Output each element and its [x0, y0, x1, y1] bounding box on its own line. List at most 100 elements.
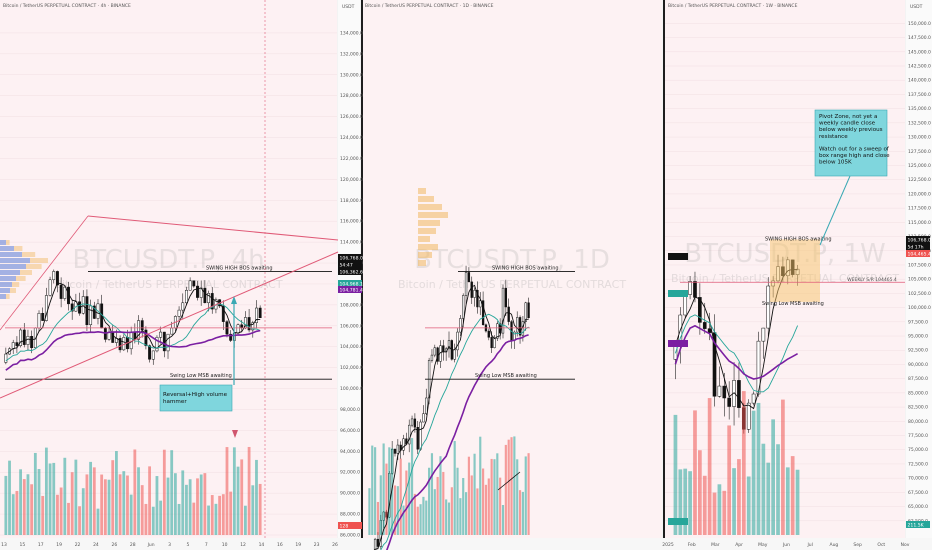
candle[interactable] — [425, 388, 428, 415]
volume-bar — [516, 459, 519, 535]
candle[interactable] — [481, 291, 485, 326]
volume-bar — [59, 487, 63, 535]
candle[interactable] — [473, 287, 476, 307]
candle[interactable] — [479, 292, 482, 316]
price-label-badge[interactable] — [906, 521, 930, 528]
panel-3-price-axis[interactable] — [906, 0, 932, 550]
candle[interactable] — [85, 289, 89, 331]
candle[interactable] — [203, 280, 207, 304]
candle[interactable] — [255, 300, 258, 328]
price-label-badge[interactable] — [338, 522, 362, 529]
candle[interactable] — [210, 287, 214, 314]
candle[interactable] — [751, 391, 756, 406]
pivot-note-box[interactable] — [814, 109, 888, 177]
volume-bar — [737, 459, 741, 535]
candle[interactable] — [527, 297, 530, 319]
candle[interactable] — [683, 293, 688, 319]
candle[interactable] — [30, 330, 34, 354]
candle[interactable] — [159, 326, 163, 344]
candle[interactable] — [148, 344, 152, 363]
candle[interactable] — [177, 306, 181, 322]
candle[interactable] — [408, 419, 411, 453]
candle[interactable] — [433, 344, 436, 358]
trendline-upper[interactable] — [87, 215, 339, 241]
volume-bar — [467, 456, 470, 535]
candle[interactable] — [56, 270, 59, 293]
candle[interactable] — [410, 415, 414, 428]
candle[interactable] — [137, 315, 140, 345]
candle[interactable] — [185, 286, 188, 306]
trendline-left[interactable] — [0, 215, 89, 331]
candle[interactable] — [761, 327, 766, 359]
candle[interactable] — [737, 362, 741, 418]
candle[interactable] — [496, 321, 499, 342]
candle[interactable] — [373, 537, 377, 550]
candle[interactable] — [501, 284, 505, 339]
candle[interactable] — [48, 276, 52, 297]
price-label-badge[interactable] — [338, 261, 362, 268]
candle[interactable] — [81, 290, 85, 315]
candle[interactable] — [393, 448, 397, 457]
panel-divider-2[interactable] — [663, 0, 665, 550]
candle[interactable] — [118, 335, 122, 353]
candle[interactable] — [524, 301, 527, 331]
trendline-lower[interactable] — [0, 251, 339, 399]
candle[interactable] — [258, 305, 262, 319]
candle[interactable] — [63, 285, 67, 301]
candle[interactable] — [59, 277, 63, 308]
candle[interactable] — [15, 336, 19, 354]
candle[interactable] — [422, 405, 425, 423]
candle[interactable] — [419, 419, 422, 451]
candle[interactable] — [188, 277, 192, 291]
pivot-zone-box[interactable] — [770, 239, 820, 302]
price-label-badge[interactable] — [338, 280, 362, 287]
candle[interactable] — [470, 276, 473, 304]
candle[interactable] — [476, 281, 479, 314]
price-label-badge[interactable] — [338, 286, 362, 293]
candle[interactable] — [727, 381, 731, 420]
volume-trendline[interactable] — [497, 471, 521, 491]
candle[interactable] — [756, 331, 761, 397]
volume-bar — [229, 491, 233, 535]
candle[interactable] — [19, 327, 23, 348]
candle[interactable] — [196, 280, 199, 301]
candle[interactable] — [698, 283, 702, 335]
candle[interactable] — [26, 329, 30, 351]
candle[interactable] — [504, 279, 508, 316]
candle[interactable] — [717, 366, 722, 398]
volume-bar — [240, 459, 244, 535]
candle[interactable] — [247, 308, 251, 333]
candle[interactable] — [22, 323, 26, 348]
candle[interactable] — [402, 434, 405, 456]
candle[interactable] — [447, 331, 451, 358]
candle[interactable] — [487, 328, 490, 341]
candle[interactable] — [144, 326, 148, 350]
candle[interactable] — [456, 328, 459, 357]
candle[interactable] — [766, 277, 771, 337]
candle[interactable] — [722, 372, 727, 417]
candle[interactable] — [516, 311, 519, 337]
candle[interactable] — [688, 276, 692, 300]
candle[interactable] — [430, 349, 434, 363]
price-label-badge[interactable] — [906, 250, 930, 257]
price-label-badge[interactable] — [338, 268, 362, 275]
candle[interactable] — [464, 265, 468, 305]
candle[interactable] — [416, 420, 419, 455]
price-label-badge[interactable] — [906, 236, 930, 243]
candle[interactable] — [52, 269, 56, 284]
candle[interactable] — [467, 267, 471, 283]
candle[interactable] — [41, 307, 45, 322]
candle[interactable] — [507, 298, 510, 326]
price-label-badge[interactable] — [338, 254, 362, 261]
candle[interactable] — [746, 399, 751, 433]
candle[interactable] — [459, 315, 462, 337]
callout-box[interactable] — [159, 384, 233, 412]
candle[interactable] — [70, 299, 74, 320]
candle[interactable] — [192, 280, 196, 288]
price-label-badge[interactable] — [906, 243, 930, 250]
candle[interactable] — [151, 350, 155, 365]
y-tick-label: 128,000.0 — [340, 93, 363, 99]
x-tick-label: 23 — [314, 542, 320, 548]
candle[interactable] — [155, 335, 159, 353]
x-tick-label: 3 — [168, 542, 171, 548]
